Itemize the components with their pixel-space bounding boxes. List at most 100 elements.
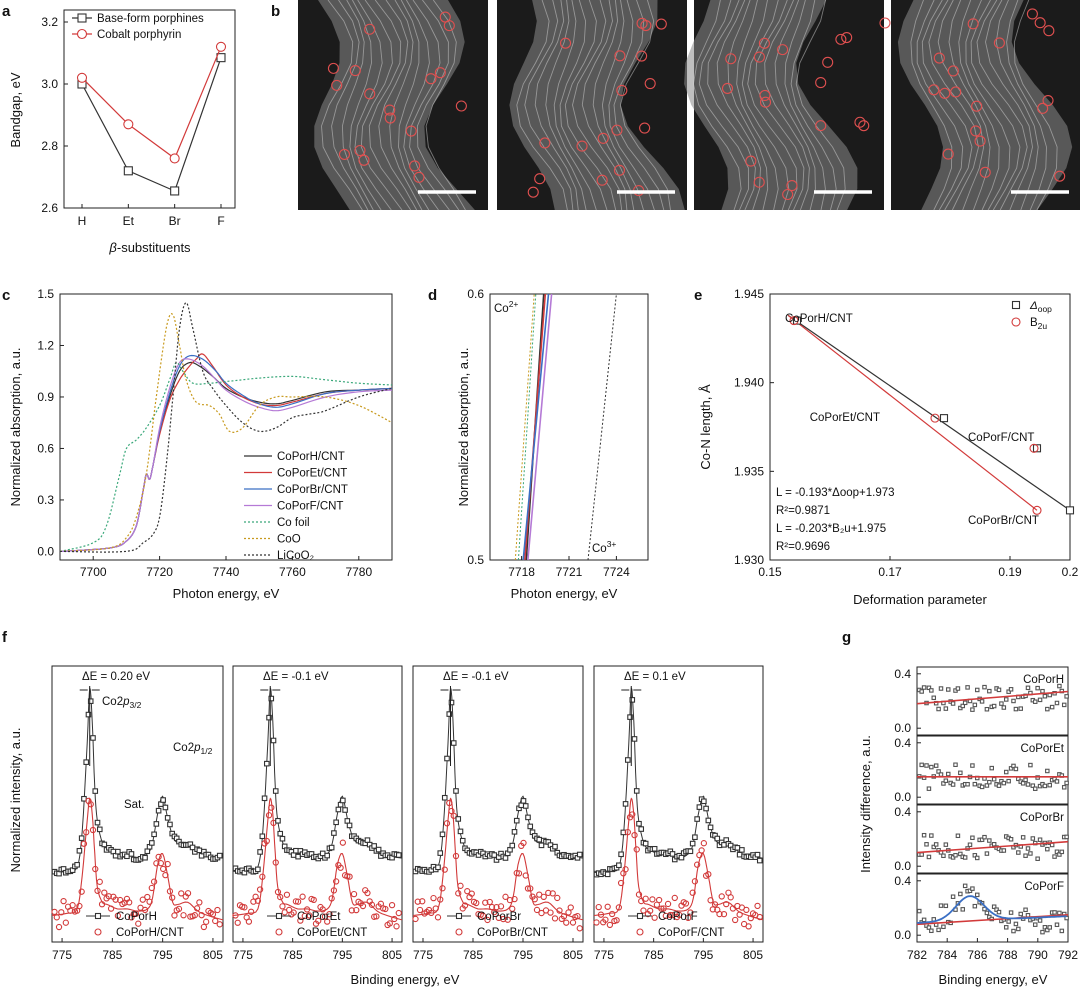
panel-f-xtick-label: 785 xyxy=(283,948,303,962)
panel-g-point xyxy=(979,837,985,842)
panel-f-red-point xyxy=(180,912,187,919)
panel-g-ylabel: Intensity difference, a.u. xyxy=(858,735,873,873)
panel-f-red-point xyxy=(303,906,311,913)
panel-g-point xyxy=(924,763,929,768)
panel-f-red-point xyxy=(736,911,743,918)
panel-f-xtick-label: 775 xyxy=(594,948,614,962)
panel-f-red-point xyxy=(549,890,556,897)
panel-g-frame xyxy=(916,666,1069,736)
panel-f-red-point xyxy=(533,906,541,914)
panel-f-xtick-label: 795 xyxy=(153,948,173,962)
panel-g-frame xyxy=(916,735,1069,805)
panel-g-point xyxy=(1042,925,1048,930)
panel-f-red-point xyxy=(368,901,376,908)
panel-f-black-point xyxy=(167,821,173,828)
panel-f-red-point xyxy=(58,909,65,916)
nanotube-strand xyxy=(378,0,418,211)
panel-f-xtick-label: 805 xyxy=(382,948,402,962)
nanotube-strand xyxy=(764,0,810,211)
panel-g-point xyxy=(979,699,985,704)
panel-g-point xyxy=(1035,856,1040,861)
panel-f-red-point xyxy=(350,890,358,898)
panel-f-xtick-label: 785 xyxy=(102,948,122,962)
panel-g-gaussian-fit xyxy=(917,895,1067,924)
panel-g-xtick-label: 784 xyxy=(937,948,957,962)
panel-f-black-point xyxy=(346,822,353,829)
panel-f-black-point xyxy=(703,805,709,812)
panel-f-red-point xyxy=(87,801,94,808)
panel-f-red-point xyxy=(332,878,340,885)
panel-f-black-point xyxy=(491,852,498,858)
panel-f-black-point xyxy=(261,795,268,802)
panel-f-red-point xyxy=(283,891,291,898)
panel-g-point xyxy=(1028,851,1033,856)
panel-g-point xyxy=(989,765,994,771)
atom-marker xyxy=(327,62,340,74)
panel-g-point xyxy=(936,927,941,933)
nanotube-strand xyxy=(790,0,837,211)
panel-f-legend-marker xyxy=(275,928,283,936)
panel-e-ytick-label: 1.940 xyxy=(734,376,764,390)
panel-f-red-point xyxy=(473,899,480,907)
atom-marker xyxy=(349,65,361,77)
panel-g-point xyxy=(1045,846,1050,852)
panel-g-point xyxy=(1035,685,1040,691)
panel-f-red-point xyxy=(520,839,527,847)
panel-f-red-point xyxy=(268,804,275,811)
panel-f-red-point xyxy=(540,893,547,901)
panel-f-red-point xyxy=(595,903,602,911)
atom-marker xyxy=(425,73,437,85)
panel-f-black-point xyxy=(689,840,696,847)
panel-e-xtick-label: 0.17 xyxy=(878,565,902,579)
panel-g-point xyxy=(1008,910,1014,915)
panel-g-point xyxy=(1001,848,1007,853)
panel-g-point xyxy=(941,781,946,786)
panel-g-ytick-label: 0.4 xyxy=(894,736,911,750)
panel-f-red-point xyxy=(547,909,554,916)
panel-f-red-point xyxy=(96,878,103,885)
panel-f-red-point xyxy=(388,902,396,909)
panel-f-red-point xyxy=(130,910,137,918)
panel-f-red-point xyxy=(593,919,600,926)
panel-f-red-point xyxy=(488,903,496,911)
panel-f-red-point xyxy=(290,909,297,916)
panel-g-point xyxy=(958,891,963,897)
atom-marker xyxy=(753,176,765,188)
panel-f-red-point xyxy=(324,918,331,925)
nanotube-strand xyxy=(516,0,568,211)
panel-f-red-point xyxy=(60,897,67,905)
panel-g-point xyxy=(1045,706,1050,712)
panel-f-black-point xyxy=(522,803,529,809)
panel-f-red-point xyxy=(671,894,678,902)
panel-c-ytick-label: 1.5 xyxy=(37,287,54,301)
panel-f-black-point xyxy=(701,798,707,805)
panel-f-black-point xyxy=(266,714,272,721)
panel-f-black-point xyxy=(375,846,382,853)
panel-d-ytick-label: 0.6 xyxy=(467,287,484,301)
panel-f-black-point xyxy=(459,837,466,844)
panel-f-black-point xyxy=(155,807,162,814)
panel-f-red-point xyxy=(184,890,192,897)
panel-f-red-point xyxy=(647,907,654,914)
panel-f-red-point xyxy=(486,898,493,906)
panel-g-point xyxy=(921,832,927,838)
atom-marker xyxy=(745,155,757,167)
panel-f-red-point xyxy=(545,889,552,897)
panel-c-xtick-label: 7700 xyxy=(80,565,107,579)
panel-f-red-point xyxy=(299,893,306,900)
panel-g-point xyxy=(962,883,968,889)
panel-g-point xyxy=(929,833,934,838)
panel-f-black-point xyxy=(631,736,638,742)
panel-f-legend-label: CoPorBr/CNT xyxy=(477,927,548,939)
panel-f-black-point xyxy=(331,830,337,836)
panel-f-red-point xyxy=(527,885,534,892)
panel-f-red-point xyxy=(468,890,475,897)
atom-marker xyxy=(942,148,954,160)
nanotube-strand xyxy=(368,0,412,211)
panel-f-black-point xyxy=(115,848,121,855)
panel-f-red-point xyxy=(51,908,58,916)
panel-g-point xyxy=(996,687,1002,693)
panel-f-co2p12-p: p xyxy=(193,742,201,754)
